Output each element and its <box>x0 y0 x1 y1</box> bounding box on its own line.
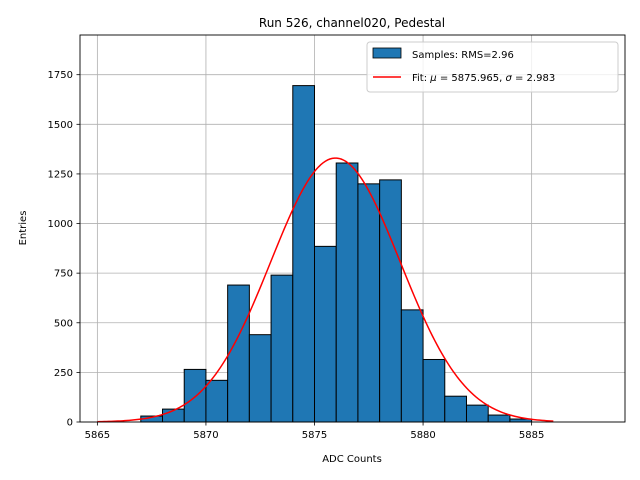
legend-samples-label: Samples: RMS=2.96 <box>412 50 514 61</box>
chart-title: Run 526, channel020, Pedestal <box>259 16 445 30</box>
histogram-bar <box>379 179 402 423</box>
y-tick-label: 1500 <box>48 120 73 131</box>
histogram-bar <box>357 183 381 423</box>
histogram-bar <box>335 162 359 423</box>
y-tick-label: 750 <box>54 269 73 280</box>
legend-fit-sigma-value: = 2.983 <box>512 73 555 84</box>
y-tick-label: 250 <box>54 368 73 379</box>
histogram-bar <box>487 414 511 423</box>
legend-fit-mu-symbol: μ <box>429 73 436 84</box>
histogram-bar <box>292 85 316 423</box>
legend-samples-swatch <box>372 47 402 59</box>
legend-fit-prefix: Fit: <box>412 73 430 84</box>
x-tick-label: 5880 <box>410 430 435 441</box>
histogram-bar <box>400 309 424 423</box>
histogram-bar <box>270 274 294 423</box>
legend-fit-label: Fit: μ = 5875.965, σ = 2.983 <box>412 73 555 84</box>
histogram-bar <box>205 379 229 423</box>
legend-fit-sigma-symbol: σ <box>505 73 512 84</box>
y-tick-label: 0 <box>67 418 73 429</box>
x-axis-label: ADC Counts <box>322 454 382 465</box>
fit-curve <box>97 157 554 423</box>
y-tick-label: 1250 <box>48 169 73 180</box>
histogram-bar <box>465 404 489 423</box>
legend: Samples: RMS=2.96 Fit: μ = 5875.965, σ =… <box>366 41 619 93</box>
x-tick-label: 5865 <box>85 430 110 441</box>
histogram-bar <box>227 284 250 423</box>
histogram-bar <box>248 334 272 423</box>
x-tick-label: 5885 <box>519 430 544 441</box>
y-tick-label: 1000 <box>48 219 73 230</box>
histogram-bar <box>183 368 207 423</box>
y-tick-label: 500 <box>54 318 73 329</box>
x-tick-label: 5875 <box>302 430 327 441</box>
y-axis-label: Entries <box>18 211 29 246</box>
legend-box <box>366 41 619 93</box>
legend-fit-mu-value: = 5875.965, <box>437 73 506 84</box>
histogram-bar <box>444 395 467 423</box>
x-tick-label: 5870 <box>193 430 218 441</box>
histogram-bar <box>314 245 337 423</box>
plot-frame <box>79 34 626 423</box>
y-tick-label: 1750 <box>48 70 73 81</box>
axis-ticks: 5865 5870 5875 5880 5885 0 250 500 750 1000 1250 15… <box>48 70 545 441</box>
histogram-bars <box>140 85 533 423</box>
histogram-bar <box>422 358 446 423</box>
